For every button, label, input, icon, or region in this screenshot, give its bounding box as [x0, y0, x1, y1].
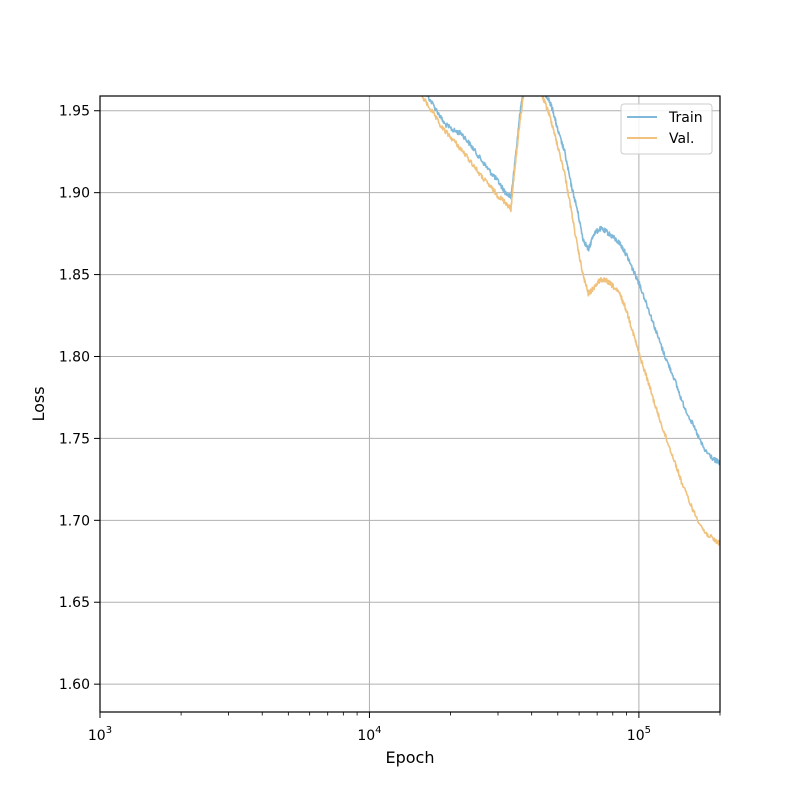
x-tick-exponent: 4: [375, 725, 381, 736]
series-line-val: [420, 96, 720, 546]
y-axis-label: Loss: [29, 386, 48, 421]
x-tick-label: 104: [357, 725, 381, 744]
y-tick-label: 1.85: [59, 268, 90, 284]
legend: Train Val.: [620, 103, 713, 155]
y-tick-label: 1.65: [59, 595, 90, 611]
y-tick-label: 1.80: [59, 349, 90, 365]
series-line-train: [425, 96, 720, 466]
x-axis-ticks: 103 104 105: [88, 712, 651, 744]
x-tick-base: 10: [357, 728, 375, 744]
x-tick-exponent: 3: [106, 725, 112, 736]
y-tick-label: 1.95: [59, 104, 90, 120]
series-layer: [420, 96, 720, 546]
legend-val-label: Val.: [669, 131, 694, 147]
x-tick-label: 105: [627, 725, 651, 744]
y-tick-label: 1.60: [59, 677, 90, 693]
y-axis-ticks: 1.60 1.65 1.70 1.75 1.80 1.85 1.90 1.95: [59, 104, 100, 693]
y-tick-label: 1.75: [59, 431, 90, 447]
y-tick-label: 1.70: [59, 513, 90, 529]
plot-frame: [99, 95, 721, 713]
x-axis-label: Epoch: [386, 748, 435, 767]
x-tick-base: 10: [88, 728, 106, 744]
x-tick-label: 103: [88, 725, 112, 744]
y-tick-label: 1.90: [59, 186, 90, 202]
x-tick-exponent: 5: [645, 725, 651, 736]
legend-train-label: Train: [668, 110, 703, 126]
x-tick-base: 10: [627, 728, 645, 744]
